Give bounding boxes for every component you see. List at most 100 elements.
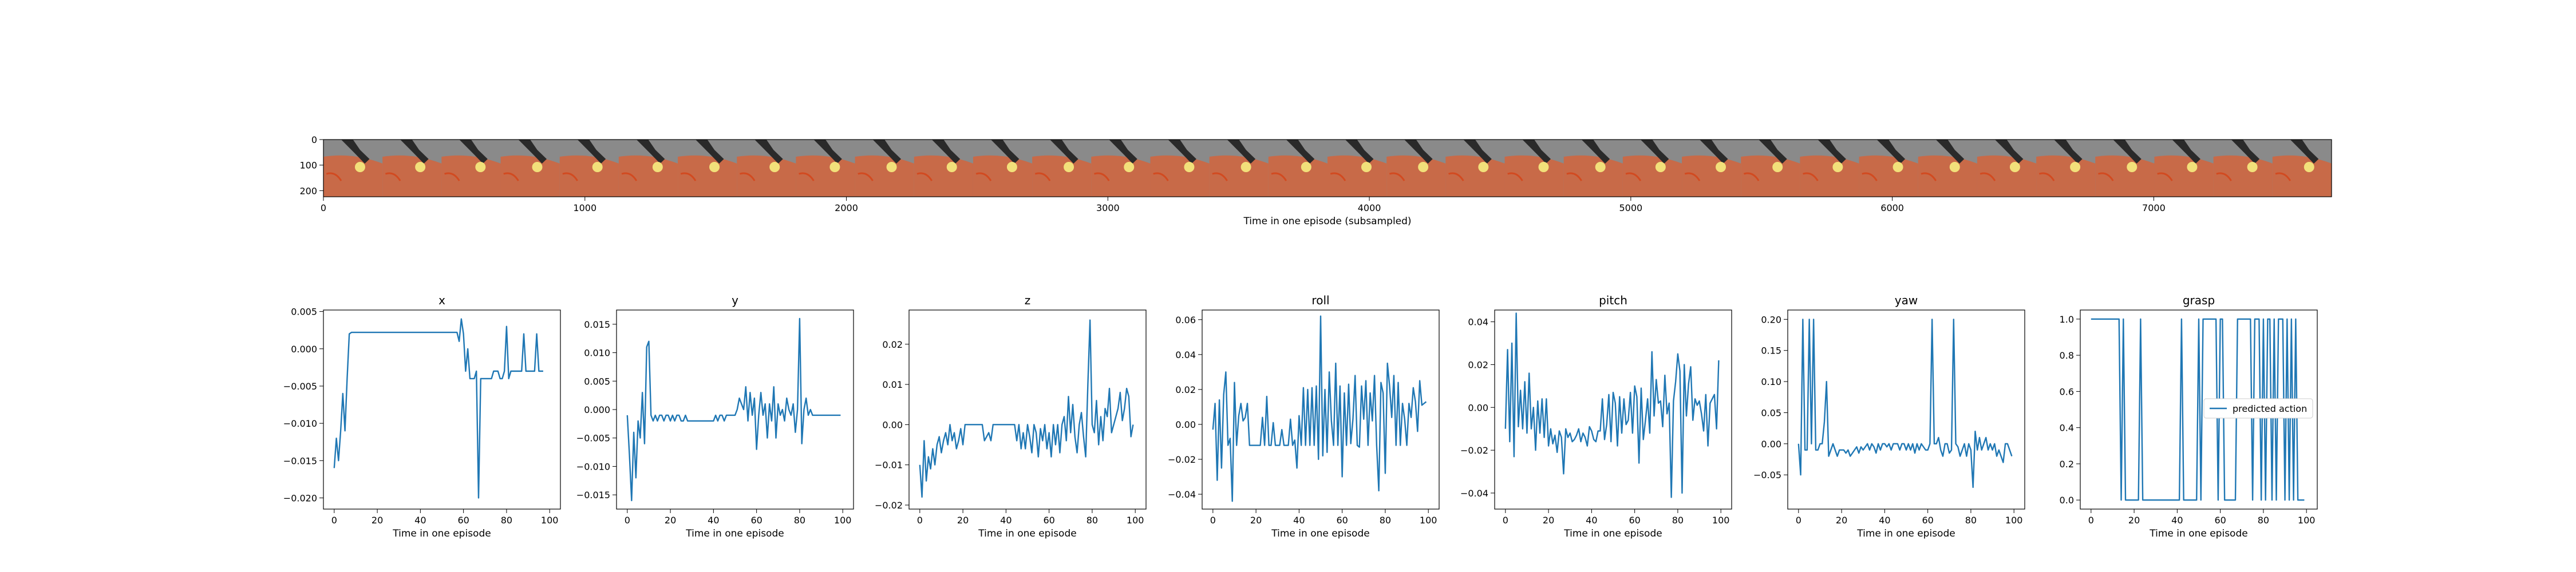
strip-frame-thumbnail: [1150, 140, 1210, 197]
y-tick-label: −0.05: [1753, 470, 1781, 480]
x-tick-label: 80: [1086, 515, 1098, 526]
plot-area-grasp: [2080, 309, 2318, 510]
y-tick-label: −0.02: [875, 500, 903, 511]
strip-frame-thumbnail: [914, 140, 974, 197]
strip-frame-thumbnail: [1741, 140, 1800, 197]
strip-frame-thumbnail: [1859, 140, 1919, 197]
x-tick-label: 100: [834, 515, 852, 526]
legend-box: [2203, 398, 2313, 419]
x-tick-label: 40: [2171, 515, 2183, 526]
strip-frame-thumbnail: [618, 140, 678, 197]
y-tick-label: −0.005: [576, 433, 610, 444]
strip-frame-thumbnail: [737, 140, 796, 197]
strip-y-tick-label: 200: [299, 185, 317, 196]
x-tick-label: 20: [2128, 515, 2140, 526]
subplot-title: x: [438, 293, 445, 307]
strip-frame-thumbnail: [500, 140, 560, 197]
y-tick-label: 0.4: [2060, 423, 2074, 434]
strip-frame-thumbnail: [1504, 140, 1564, 197]
plot-area-x: [323, 309, 561, 510]
strip-frame-thumbnail: [441, 140, 501, 197]
series-line-roll: [1212, 315, 1427, 502]
x-tick-label: 80: [1380, 515, 1391, 526]
x-tick-label: 60: [1336, 515, 1348, 526]
x-tick-label: 80: [1672, 515, 1684, 526]
series-line-grasp: [2091, 318, 2305, 501]
x-tick-label: 100: [541, 515, 559, 526]
strip-frame-thumbnail: [678, 140, 737, 197]
y-tick-label: 0.005: [584, 376, 610, 387]
x-tick-label: 20: [1543, 515, 1554, 526]
x-tick-label: 80: [2258, 515, 2269, 526]
y-tick-label: 1.0: [2060, 314, 2074, 325]
strip-y-tick-label: 0: [311, 134, 317, 145]
x-tick-label: 0: [1796, 515, 1801, 526]
y-tick-label: −0.010: [576, 461, 610, 472]
y-tick-label: 0.00: [882, 419, 903, 430]
subplot-roll: 0 20 40 60 80 100 −0.04 −0.02 0.00 0.02 0.04 0.06 ro…: [1168, 293, 1440, 539]
series-line-pitch: [1504, 312, 1720, 498]
x-axis-label: Time in one episode: [2149, 528, 2247, 539]
strip-frame-thumbnail: [1977, 140, 2037, 197]
y-tick-label: 0.0: [2060, 495, 2074, 506]
x-tick-label: 0: [331, 515, 337, 526]
strip-frame-thumbnail: [1682, 140, 1741, 197]
y-tick-label: 0.8: [2060, 350, 2074, 361]
strip-frame-thumbnail: [382, 140, 442, 197]
x-tick-label: 0: [625, 515, 630, 526]
y-tick-label: 0.02: [1468, 359, 1488, 370]
y-tick-label: −0.020: [283, 492, 317, 503]
y-tick-label: −0.02: [1168, 454, 1196, 465]
x-axis-label: Time in one episode: [392, 528, 491, 539]
x-axis-label: Time in one episode: [978, 528, 1076, 539]
y-tick-label: 0.010: [584, 348, 610, 359]
strip-x-tick-label: 3000: [1096, 202, 1120, 213]
plot-area-pitch: [1494, 309, 1732, 510]
strip-x-tick-label: 7000: [2142, 202, 2166, 213]
x-axis-label: Time in one episode: [1856, 528, 1955, 539]
strip-frame-thumbnail: [2036, 140, 2096, 197]
strip-frame-thumbnail: [855, 140, 915, 197]
y-tick-label: 0.01: [882, 379, 903, 390]
x-tick-label: 60: [457, 515, 469, 526]
x-tick-label: 80: [501, 515, 512, 526]
subplot-title: roll: [1311, 293, 1329, 307]
y-tick-label: 0.20: [1761, 314, 1781, 325]
x-tick-label: 60: [1043, 515, 1054, 526]
x-tick-label: 40: [1879, 515, 1890, 526]
x-tick-label: 80: [794, 515, 805, 526]
strip-frame-thumbnail: [1209, 140, 1269, 197]
y-tick-label: 0.02: [882, 339, 903, 350]
y-tick-label: 0.00: [1761, 439, 1781, 450]
x-tick-label: 0: [917, 515, 923, 526]
subplot-pitch: 0 20 40 60 80 100 −0.04 −0.02 0.00 0.02 0.04 pitch T…: [1460, 293, 1732, 539]
action-subplots: 0 20 40 60 80 100−0.020−0.015−0.010−0.0050.00…: [283, 293, 2318, 539]
strip-frame-thumbnail: [2213, 140, 2273, 197]
x-tick-label: 60: [1629, 515, 1640, 526]
strip-frame-thumbnail: [1268, 140, 1328, 197]
x-tick-label: 100: [1420, 515, 1437, 526]
strip-x-tick-label: 5000: [1619, 202, 1642, 213]
subplot-y: 0 20 40 60 80 100 −0.015 −0.010 −0.005 0.000 0.005…: [576, 293, 854, 539]
x-tick-label: 20: [665, 515, 676, 526]
y-tick-label: 0.00: [1175, 419, 1196, 430]
strip-x-tick-label: 6000: [1880, 202, 1904, 213]
x-axis-label: Time in one episode: [1271, 528, 1369, 539]
strip-frame-thumbnail: [1800, 140, 1860, 197]
x-tick-label: 60: [1922, 515, 1933, 526]
subplot-title: grasp: [2183, 293, 2215, 307]
strip-frames: [323, 140, 2332, 197]
x-tick-label: 0: [1210, 515, 1216, 526]
strip-frame-thumbnail: [973, 140, 1033, 197]
strip-frame-thumbnail: [796, 140, 856, 197]
series-line-yaw: [1797, 319, 2013, 488]
y-tick-label: 0.005: [291, 307, 317, 317]
strip-frame-thumbnail: [1445, 140, 1506, 197]
series-line-y: [626, 317, 841, 502]
x-tick-label: 20: [1836, 515, 1847, 526]
strip-frame-thumbnail: [323, 140, 383, 197]
x-tick-label: 40: [1293, 515, 1305, 526]
strip-x-tick-label: 0: [321, 202, 326, 213]
y-tick-label: −0.005: [283, 381, 317, 392]
subplot-title: y: [732, 293, 738, 307]
